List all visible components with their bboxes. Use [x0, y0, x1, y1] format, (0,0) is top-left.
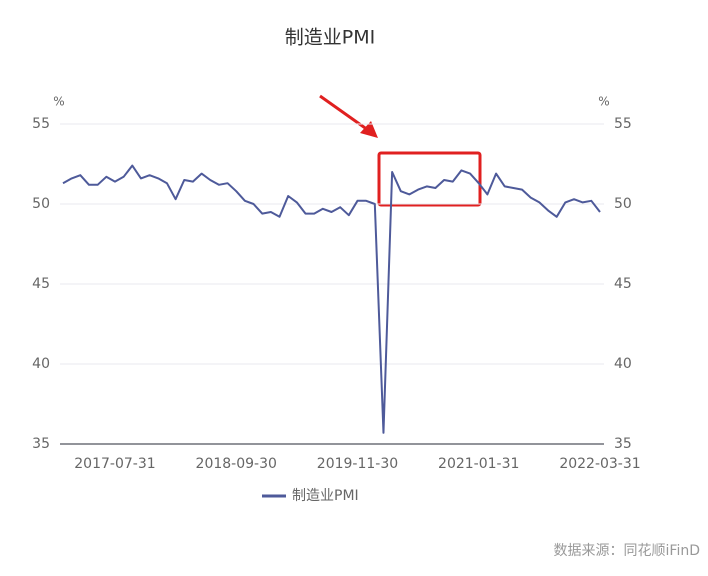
- x-tick-label: 2022-03-31: [559, 456, 640, 472]
- y2-tick-label: 40: [614, 356, 632, 372]
- y-tick-label: 55: [32, 116, 50, 132]
- y2-tick-label: 50: [614, 196, 632, 212]
- x-tick-label: 2019-11-30: [317, 456, 398, 472]
- chart-title: 制造业PMI: [285, 27, 375, 49]
- y2-tick-label: 35: [614, 436, 632, 452]
- arrow-shaft: [319, 94, 369, 132]
- source-note: 数据来源：同花顺iFinD: [554, 543, 700, 559]
- highlight-box: [377, 151, 482, 207]
- x-tick-label: 2021-01-31: [438, 456, 519, 472]
- data-line: [62, 164, 601, 434]
- y2-tick-label: 55: [614, 116, 632, 132]
- x-tick-label: 2018-09-30: [196, 456, 277, 472]
- y2-tick-label: 45: [614, 276, 632, 292]
- y2-unit: %: [598, 95, 609, 109]
- arrow-head: [360, 121, 378, 138]
- x-tick-label: 2017-07-31: [74, 456, 155, 472]
- y-tick-label: 50: [32, 196, 50, 212]
- y-unit: %: [53, 95, 64, 109]
- y-tick-label: 45: [32, 276, 50, 292]
- y-tick-label: 35: [32, 436, 50, 452]
- legend-label: 制造业PMI: [292, 488, 359, 504]
- y-tick-label: 40: [32, 356, 50, 372]
